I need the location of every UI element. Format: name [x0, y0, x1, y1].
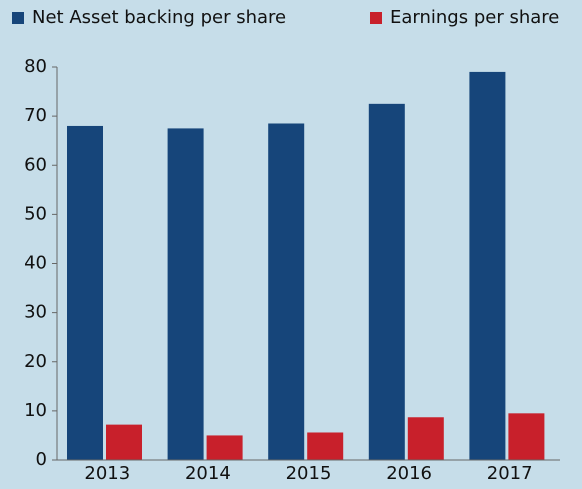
bar — [206, 435, 243, 460]
x-tick-label: 2017 — [487, 463, 533, 484]
bar — [106, 424, 142, 460]
bar — [307, 432, 344, 460]
y-tick-label: 80 — [24, 56, 47, 77]
bar — [167, 128, 204, 460]
legend-label: Earnings per share — [390, 7, 559, 28]
bar — [407, 417, 444, 460]
bar — [508, 413, 545, 460]
bar — [469, 71, 506, 460]
x-tick-label: 2016 — [386, 463, 432, 484]
y-tick-label: 70 — [24, 105, 47, 126]
y-tick-label: 20 — [24, 351, 47, 372]
x-tick-label: 2014 — [185, 463, 231, 484]
y-tick-label: 60 — [24, 154, 47, 175]
legend-swatch — [12, 12, 24, 24]
bar — [67, 125, 103, 460]
y-tick-label: 50 — [24, 203, 47, 224]
x-tick-label: 2015 — [286, 463, 332, 484]
y-tick-label: 10 — [24, 400, 47, 421]
y-tick-label: 40 — [24, 253, 47, 274]
x-tick-label: 2013 — [84, 463, 130, 484]
bar — [268, 123, 305, 461]
legend-label: Net Asset backing per share — [32, 7, 286, 28]
y-tick-label: 30 — [24, 302, 47, 323]
legend-swatch — [370, 12, 382, 24]
bar — [368, 103, 405, 460]
y-tick-label: 0 — [36, 449, 47, 470]
